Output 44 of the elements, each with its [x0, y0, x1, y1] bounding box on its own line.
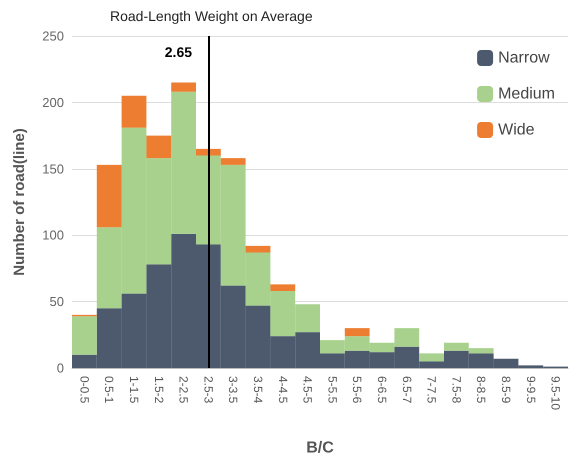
x-tick-label: 1.5-2 [152, 376, 166, 404]
x-tick-label: 4.5-5 [300, 376, 315, 404]
bar [72, 316, 97, 355]
x-tick-label: 6.5-7 [400, 376, 414, 404]
x-tick-label: 3.5-4 [251, 376, 265, 404]
chart-title: Road-Length Weight on Average [110, 8, 313, 24]
legend-label: Medium [498, 86, 555, 102]
x-tick-label: 0-0.5 [77, 376, 92, 404]
bar [220, 158, 246, 165]
bar [344, 328, 370, 336]
x-tick-label: 4-4.5 [276, 376, 290, 404]
x-tick-label: 1-1.5 [127, 376, 141, 404]
bar [146, 136, 172, 158]
y-tick-label: 200 [42, 94, 64, 110]
legend-label: Wide [498, 122, 535, 138]
x-tick-label: 5-5.5 [325, 376, 340, 404]
x-tick-label: 2-2.5 [176, 376, 191, 404]
x-tick-label: 7-7.5 [424, 376, 439, 404]
x-tick-label: 8-8.5 [474, 376, 488, 404]
x-tick-label: 9-9.5 [524, 376, 538, 404]
y-tick-label: 50 [50, 294, 64, 310]
bar [419, 353, 444, 362]
x-axis-title: B/C [306, 440, 334, 456]
x-tick-label: 9.5-10 [548, 376, 563, 410]
x-tick-label: 0.5-1 [102, 376, 116, 404]
bar [96, 164, 122, 228]
x-tick-label: 5.5-6 [350, 376, 364, 404]
y-tick-label: 100 [42, 228, 64, 243]
x-tick-label: 3-3.5 [226, 376, 240, 404]
y-tick-label: 150 [42, 161, 64, 176]
y-tick-label: 0 [56, 360, 64, 376]
bar [246, 246, 270, 252]
bar [171, 82, 196, 92]
y-tick-label: 250 [42, 28, 64, 44]
y-axis-title: Number of road(line) [11, 128, 28, 276]
x-tick-label: 6-6.5 [375, 376, 389, 404]
bar [122, 96, 146, 128]
bar [270, 284, 296, 291]
legend-label: Narrow [498, 50, 550, 66]
x-tick-label: 2.5-3 [201, 376, 216, 404]
bar [196, 148, 221, 156]
x-tick-label: 8.5-9 [499, 376, 513, 404]
ref-line-label: 2.65 [164, 44, 192, 60]
x-tick-label: 7.5-8 [449, 376, 464, 404]
